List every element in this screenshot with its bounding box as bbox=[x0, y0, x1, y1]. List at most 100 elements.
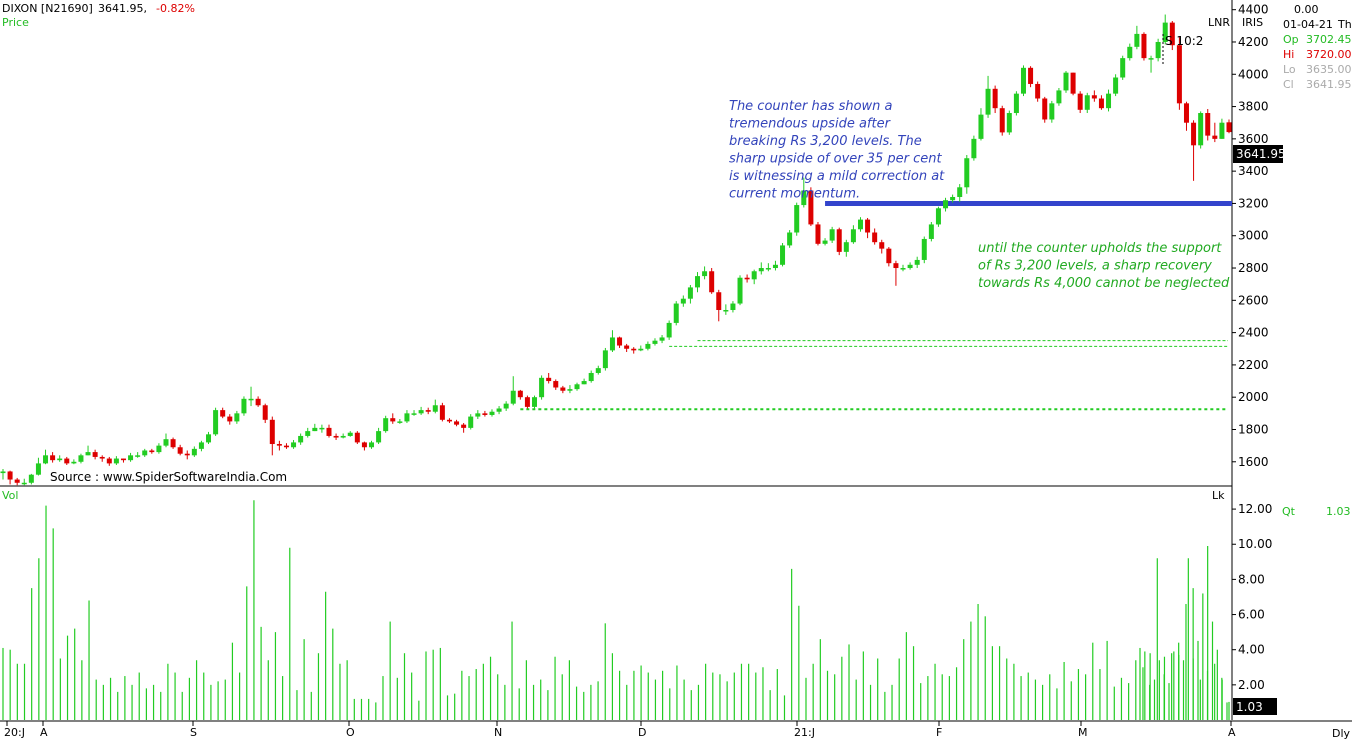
candle bbox=[1120, 55, 1126, 80]
blue-note-line: tremendous upside after bbox=[729, 117, 892, 132]
candle-body bbox=[935, 208, 941, 225]
candle bbox=[361, 441, 367, 451]
candle-body bbox=[645, 343, 651, 349]
candle-body bbox=[694, 276, 700, 288]
ohlc-value: 3702.45 bbox=[1306, 33, 1352, 46]
lnr-label: LNR bbox=[1208, 16, 1230, 29]
candle-body bbox=[1205, 113, 1211, 136]
candle bbox=[28, 473, 34, 485]
candle bbox=[106, 456, 112, 466]
candle-body bbox=[843, 242, 849, 252]
candle bbox=[822, 238, 828, 246]
candle-body bbox=[1155, 41, 1161, 59]
candle-body bbox=[1077, 93, 1083, 110]
candle-body bbox=[156, 445, 162, 453]
candle bbox=[1127, 43, 1133, 61]
volume-unit: Lk bbox=[1212, 489, 1225, 502]
volume-bars bbox=[2, 500, 1230, 720]
candle-body bbox=[999, 108, 1005, 133]
blue-note-line: breaking Rs 3,200 levels. The bbox=[729, 134, 922, 149]
green-note-line: of Rs 3,200 levels, a sharp recovery bbox=[978, 259, 1212, 274]
candle bbox=[1006, 110, 1012, 135]
candle-body bbox=[914, 259, 920, 265]
candle-body bbox=[128, 455, 134, 461]
dotted-levels bbox=[520, 340, 1228, 411]
candle bbox=[57, 455, 63, 462]
candle bbox=[283, 443, 289, 449]
price-tick-label: 1600 bbox=[1238, 455, 1269, 469]
candle-body bbox=[985, 88, 991, 115]
green-note-line: until the counter upholds the support bbox=[978, 241, 1222, 256]
candle bbox=[411, 410, 417, 416]
candle bbox=[1169, 20, 1175, 51]
candle-body bbox=[92, 452, 98, 457]
candle bbox=[319, 424, 325, 433]
candle-body bbox=[1148, 58, 1154, 60]
candle bbox=[496, 406, 502, 415]
time-tick-label: F bbox=[936, 726, 942, 739]
candle bbox=[879, 239, 885, 254]
candle-body bbox=[602, 350, 608, 369]
candle-body bbox=[305, 431, 311, 436]
candle bbox=[751, 269, 757, 285]
candle bbox=[113, 456, 119, 466]
candle-body bbox=[765, 268, 771, 270]
candle-body bbox=[113, 458, 119, 464]
candle bbox=[1205, 108, 1211, 141]
candle-body bbox=[567, 389, 573, 391]
info-top-value: 0.00 bbox=[1294, 3, 1319, 16]
candle bbox=[588, 370, 594, 383]
time-tick-label: A bbox=[40, 726, 48, 739]
candle-body bbox=[532, 397, 538, 407]
volume-tick-label: 8.00 bbox=[1238, 572, 1265, 586]
candle-body bbox=[659, 337, 665, 341]
volume-tag: 1.03 bbox=[1236, 700, 1263, 714]
candle bbox=[220, 407, 226, 419]
symbol-title: DIXON [N21690] bbox=[2, 2, 93, 15]
volume-tick-label: 2.00 bbox=[1238, 678, 1265, 692]
qt-label: Qt bbox=[1282, 505, 1296, 518]
candle-body bbox=[269, 419, 275, 445]
candle-body bbox=[170, 439, 176, 448]
candle bbox=[687, 284, 693, 304]
candle-body bbox=[815, 224, 821, 244]
candle bbox=[0, 469, 6, 480]
candle bbox=[978, 108, 984, 141]
green-annotation: until the counter upholds the support of … bbox=[978, 241, 1230, 291]
candle bbox=[928, 222, 934, 242]
candle-body bbox=[234, 413, 240, 422]
candle bbox=[971, 135, 977, 161]
candle bbox=[340, 433, 346, 439]
candle-body bbox=[886, 248, 892, 264]
candle-body bbox=[553, 381, 559, 388]
candle-body bbox=[71, 461, 77, 464]
blue-note-line: The counter has shown a bbox=[729, 99, 893, 114]
candle bbox=[702, 266, 708, 280]
candle-body bbox=[1134, 33, 1140, 47]
candle-body bbox=[354, 432, 360, 443]
ohlc-value: 3641.95 bbox=[1306, 78, 1352, 91]
candle bbox=[567, 385, 573, 394]
candle bbox=[432, 399, 438, 414]
candle bbox=[1141, 32, 1147, 61]
candle-body bbox=[43, 455, 49, 464]
volume-tick-label: 4.00 bbox=[1238, 643, 1265, 657]
candle-body bbox=[921, 238, 927, 260]
candle-body bbox=[1091, 95, 1097, 99]
candle bbox=[234, 410, 240, 424]
candle-body bbox=[539, 377, 545, 398]
candle bbox=[7, 470, 13, 485]
candle bbox=[305, 427, 311, 438]
candle-body bbox=[595, 368, 601, 373]
candle-body bbox=[1226, 122, 1232, 133]
price-tick-label: 2400 bbox=[1238, 326, 1269, 340]
candle-body bbox=[255, 398, 261, 406]
candle bbox=[99, 455, 105, 462]
candle-body bbox=[808, 190, 814, 225]
candle bbox=[680, 295, 686, 307]
candle bbox=[50, 452, 56, 463]
candle-body bbox=[978, 114, 984, 139]
candle-body bbox=[822, 240, 828, 244]
volume-axis-ticks: 2.00 4.00 6.00 8.00 10.00 12.00 bbox=[1232, 502, 1272, 692]
